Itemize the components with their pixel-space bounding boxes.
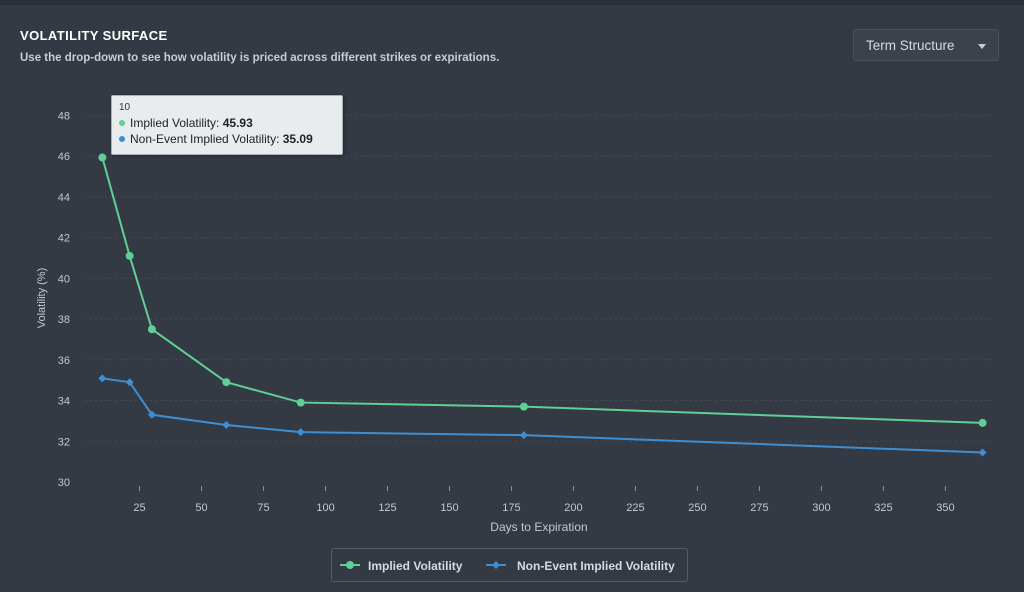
y-tick-label: 40 bbox=[58, 273, 70, 285]
data-point[interactable] bbox=[519, 431, 528, 440]
chart-type-dropdown[interactable]: Term Structure bbox=[853, 29, 999, 61]
tooltip-value: 35.09 bbox=[282, 132, 313, 146]
x-axis-label: Days to Expiration bbox=[490, 520, 587, 534]
top-border bbox=[0, 0, 1024, 5]
tooltip-label: Non-Event Implied Volatility: bbox=[130, 132, 280, 146]
y-tick-label: 38 bbox=[58, 314, 70, 326]
tooltip-x-value: 10 bbox=[119, 102, 131, 113]
y-axis-label: Volatility (%) bbox=[36, 268, 48, 329]
page-title: VOLATILITY SURFACE bbox=[20, 28, 168, 43]
circle-marker-icon bbox=[119, 136, 125, 142]
legend-label: Implied Volatility bbox=[368, 559, 463, 573]
data-point[interactable] bbox=[222, 378, 231, 387]
x-tick-label: 100 bbox=[316, 502, 334, 514]
chart-legend: Implied Volatility Non-Event Implied Vol… bbox=[331, 548, 688, 582]
y-tick-label: 34 bbox=[58, 396, 70, 408]
y-tick-label: 46 bbox=[58, 151, 70, 163]
y-tick-label: 36 bbox=[58, 355, 70, 367]
page-subtitle: Use the drop-down to see how volatility … bbox=[20, 52, 500, 64]
legend-item-implied-volatility[interactable]: Implied Volatility bbox=[338, 549, 488, 581]
x-tick-label: 350 bbox=[936, 502, 954, 514]
line-diamond-marker-icon bbox=[486, 561, 506, 569]
x-tick-label: 200 bbox=[564, 502, 582, 514]
x-tick-label: 75 bbox=[257, 502, 269, 514]
data-point[interactable] bbox=[978, 418, 987, 427]
x-tick-label: 150 bbox=[440, 502, 458, 514]
data-point[interactable] bbox=[98, 153, 107, 162]
x-tick-label: 125 bbox=[378, 502, 396, 514]
x-tick-label: 25 bbox=[133, 502, 145, 514]
caret-down-icon bbox=[978, 44, 986, 49]
legend-item-nonevent-volatility[interactable]: Non-Event Implied Volatility bbox=[484, 549, 684, 581]
y-tick-label: 32 bbox=[58, 436, 70, 448]
data-point[interactable] bbox=[147, 410, 156, 419]
legend-label: Non-Event Implied Volatility bbox=[517, 559, 675, 573]
series-implied-volatility bbox=[98, 153, 987, 427]
x-tick-label: 50 bbox=[195, 502, 207, 514]
y-tick-label: 30 bbox=[58, 477, 70, 489]
data-point[interactable] bbox=[296, 428, 305, 437]
data-point[interactable] bbox=[98, 374, 107, 383]
x-tick-label: 175 bbox=[502, 502, 520, 514]
tooltip-row-implied-volatility: Implied Volatility: 45.93 bbox=[119, 116, 253, 130]
circle-marker-icon bbox=[119, 120, 125, 126]
y-axis-ticks: 30 32 34 36 38 40 42 44 46 48 bbox=[58, 110, 70, 489]
data-point[interactable] bbox=[519, 402, 528, 411]
data-point[interactable] bbox=[125, 251, 134, 260]
grid-lines bbox=[85, 114, 995, 442]
tooltip-label: Implied Volatility: bbox=[130, 116, 220, 130]
x-axis-ticks: 25 50 75 100 125 150 175 200 225 250 275 300 325 350 bbox=[133, 486, 955, 514]
x-tick-label: 225 bbox=[626, 502, 644, 514]
data-point[interactable] bbox=[147, 325, 156, 334]
y-tick-label: 42 bbox=[58, 233, 70, 245]
x-tick-label: 250 bbox=[688, 502, 706, 514]
data-point[interactable] bbox=[222, 420, 231, 429]
data-point[interactable] bbox=[125, 378, 134, 387]
y-tick-label: 44 bbox=[58, 192, 70, 204]
data-point[interactable] bbox=[296, 398, 305, 407]
x-tick-label: 300 bbox=[812, 502, 830, 514]
y-tick-label: 48 bbox=[58, 110, 70, 122]
tooltip-row-nonevent-volatility: Non-Event Implied Volatility: 35.09 bbox=[119, 132, 313, 146]
dropdown-selected-value: Term Structure bbox=[866, 38, 955, 53]
data-point[interactable] bbox=[978, 448, 987, 457]
line-circle-marker-icon bbox=[340, 561, 360, 569]
chart-tooltip: 10 Implied Volatility: 45.93 Non-Event I… bbox=[111, 95, 343, 155]
x-tick-label: 325 bbox=[874, 502, 892, 514]
series-nonevent-implied-volatility bbox=[98, 374, 987, 457]
tooltip-value: 45.93 bbox=[222, 116, 253, 130]
x-tick-label: 275 bbox=[750, 502, 768, 514]
series-group bbox=[98, 153, 987, 457]
